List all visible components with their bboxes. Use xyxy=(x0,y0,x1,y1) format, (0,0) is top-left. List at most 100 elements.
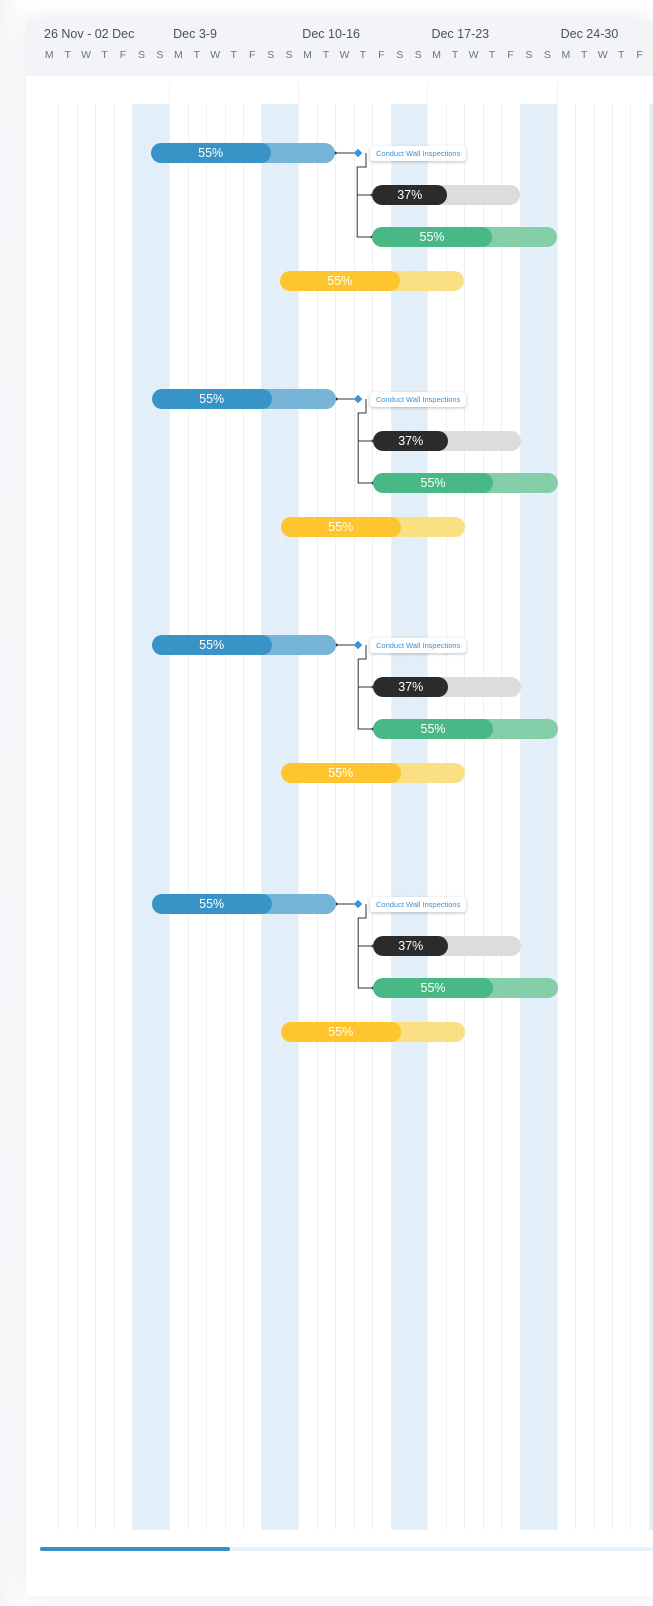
task-tooltip: Conduct Wall Inspections xyxy=(370,392,467,407)
day-label: S xyxy=(396,49,404,61)
task-progress-label: 55% xyxy=(199,392,225,406)
day-gridline xyxy=(630,104,632,1530)
day-gridline xyxy=(445,104,447,1530)
day-gridline xyxy=(132,104,134,1530)
task-progress-fill xyxy=(373,978,494,998)
task-bar[interactable]: 37% xyxy=(372,185,520,205)
task-progress-label: 55% xyxy=(199,638,225,652)
week-divider xyxy=(556,82,558,1530)
week-divider xyxy=(298,82,300,1530)
task-bar[interactable]: 55% xyxy=(373,473,558,493)
task-progress-label: 55% xyxy=(420,981,446,995)
day-label: T xyxy=(64,49,71,61)
task-bar[interactable]: 55% xyxy=(280,1022,466,1042)
task-progress-label: 55% xyxy=(328,520,354,534)
day-label: M xyxy=(561,49,571,61)
weekend-column xyxy=(133,104,171,1530)
task-bar[interactable]: 55% xyxy=(373,978,558,998)
task-progress-fill xyxy=(279,271,400,291)
day-gridline xyxy=(224,104,226,1530)
day-gridline xyxy=(538,104,540,1530)
task-progress-fill xyxy=(372,227,493,247)
task-progress-fill xyxy=(151,389,272,409)
week-label: Dec 17-23 xyxy=(431,27,490,41)
week-label: 26 Nov - 02 Dec xyxy=(44,27,135,41)
day-gridline xyxy=(242,104,244,1530)
week-label: Dec 24-30 xyxy=(560,27,619,41)
task-progress-label: 55% xyxy=(419,230,445,244)
day-label: S xyxy=(267,49,275,61)
task-bar[interactable]: 55% xyxy=(373,719,558,739)
day-gridline xyxy=(353,104,355,1530)
task-progress-label: 37% xyxy=(397,188,423,202)
day-gridline xyxy=(390,104,392,1530)
day-label: W xyxy=(597,49,608,61)
day-label: T xyxy=(322,49,330,61)
dependency-line xyxy=(357,904,374,989)
task-tooltip: Conduct Wall Inspections xyxy=(370,146,467,161)
task-progress-label: 55% xyxy=(328,766,354,780)
day-label: W xyxy=(339,49,350,61)
day-gridline xyxy=(76,104,78,1530)
day-gridline xyxy=(501,104,503,1530)
task-progress-fill xyxy=(280,1022,401,1042)
day-label: S xyxy=(414,49,422,61)
day-gridline xyxy=(611,104,613,1530)
day-label: S xyxy=(285,49,293,61)
task-bar[interactable]: 55% xyxy=(372,227,557,247)
day-gridline xyxy=(206,104,208,1530)
task-progress-label: 37% xyxy=(398,680,424,694)
weekend-column xyxy=(649,104,653,1530)
task-progress-label: 55% xyxy=(327,274,353,288)
day-label: W xyxy=(81,49,92,61)
task-bar[interactable]: 55% xyxy=(280,517,466,537)
day-label: T xyxy=(101,49,108,61)
day-label: T xyxy=(359,49,367,61)
task-progress-label: 55% xyxy=(199,897,225,911)
task-progress-fill xyxy=(280,517,401,537)
scrollbar-thumb[interactable] xyxy=(40,1547,231,1551)
day-label: F xyxy=(119,49,127,61)
day-gridline xyxy=(187,104,189,1530)
day-gridline xyxy=(335,104,337,1530)
week-label: Dec 10-16 xyxy=(302,27,360,41)
task-bar[interactable]: 55% xyxy=(151,389,337,409)
day-label: F xyxy=(248,49,256,61)
day-label: S xyxy=(525,49,533,61)
task-bar[interactable]: 55% xyxy=(280,763,466,783)
day-label: S xyxy=(543,49,551,61)
dependency-line xyxy=(357,399,374,484)
day-gridline xyxy=(482,104,484,1530)
task-bar[interactable]: 55% xyxy=(150,143,336,163)
day-label: T xyxy=(451,49,459,61)
task-bar[interactable]: 55% xyxy=(279,271,465,291)
day-label: T xyxy=(488,49,496,61)
horizontal-scrollbar[interactable] xyxy=(40,1547,653,1551)
day-label: S xyxy=(137,49,145,61)
timeline-header: 26 Nov - 02 Dec M T W T F S S Dec 3-9 M T W T F S S Dec … xyxy=(26,20,653,76)
day-gridline xyxy=(372,104,374,1530)
task-progress-fill xyxy=(373,677,449,697)
task-bar[interactable]: 37% xyxy=(373,677,521,697)
day-label: W xyxy=(210,49,221,61)
task-progress-label: 55% xyxy=(420,476,446,490)
day-gridline xyxy=(409,104,410,1530)
task-bar[interactable]: 37% xyxy=(373,431,521,451)
task-bar[interactable]: 55% xyxy=(151,894,337,914)
task-progress-label: 55% xyxy=(198,146,224,160)
dependency-line xyxy=(356,153,373,238)
task-progress-fill xyxy=(373,936,449,956)
day-label: F xyxy=(378,49,385,61)
day-gridline xyxy=(648,104,650,1530)
day-label: W xyxy=(468,49,479,61)
task-progress-label: 55% xyxy=(420,722,446,736)
task-progress-fill xyxy=(373,473,494,493)
task-bar[interactable]: 37% xyxy=(373,936,521,956)
day-gridline xyxy=(464,104,466,1530)
day-gridline xyxy=(279,104,281,1530)
day-gridline xyxy=(519,104,521,1530)
day-gridline xyxy=(575,104,577,1530)
week-divider xyxy=(169,82,171,1530)
week-divider xyxy=(427,82,429,1530)
task-bar[interactable]: 55% xyxy=(151,635,337,655)
